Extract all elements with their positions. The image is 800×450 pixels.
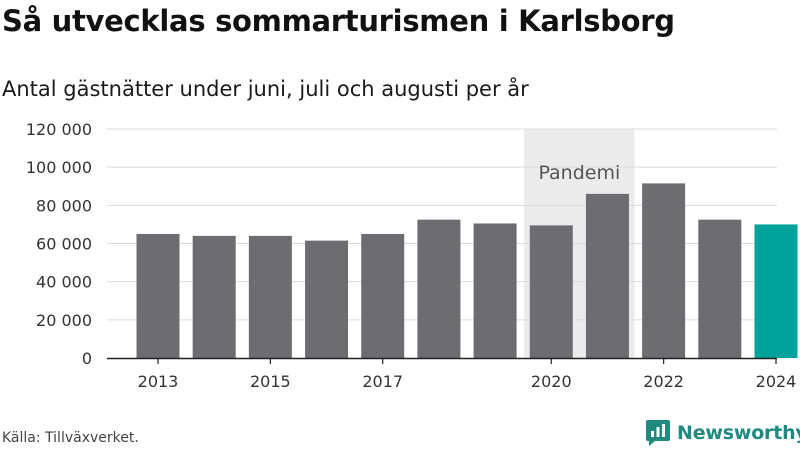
bar xyxy=(529,225,573,358)
x-tick-label: 2024 xyxy=(756,372,797,391)
x-tick-label: 2015 xyxy=(250,372,291,391)
bar xyxy=(585,193,629,358)
x-tick-label: 2022 xyxy=(643,372,684,391)
bar xyxy=(248,235,292,358)
chart-title: Så utvecklas sommarturismen i Karlsborg xyxy=(2,4,675,38)
chart-subtitle: Antal gästnätter under juni, juli och au… xyxy=(2,77,529,101)
y-tick-label: 80 000 xyxy=(36,196,92,215)
bar xyxy=(698,219,742,358)
brand-name: Newsworthy xyxy=(677,422,800,444)
bar xyxy=(642,183,686,358)
bar xyxy=(417,219,461,358)
bar xyxy=(473,223,517,358)
y-tick-label: 0 xyxy=(82,349,92,368)
y-tick-label: 60 000 xyxy=(36,235,92,254)
y-tick-label: 20 000 xyxy=(36,311,92,330)
bar xyxy=(136,233,180,358)
bar xyxy=(754,224,798,358)
y-tick-label: 40 000 xyxy=(36,273,92,292)
bar xyxy=(192,235,236,358)
bar xyxy=(305,240,349,358)
brand-logo: Newsworthy xyxy=(645,419,800,447)
x-tick-label: 2013 xyxy=(138,372,179,391)
y-tick-label: 100 000 xyxy=(26,158,92,177)
x-tick-label: 2017 xyxy=(362,372,403,391)
y-tick-label: 120 000 xyxy=(26,120,92,139)
newsworthy-logo-icon xyxy=(646,420,670,446)
pandemic-label: Pandemi xyxy=(538,162,620,184)
x-tick-label: 2020 xyxy=(531,372,572,391)
source-note: Källa: Tillväxverket. xyxy=(2,430,139,446)
bar xyxy=(361,233,405,358)
